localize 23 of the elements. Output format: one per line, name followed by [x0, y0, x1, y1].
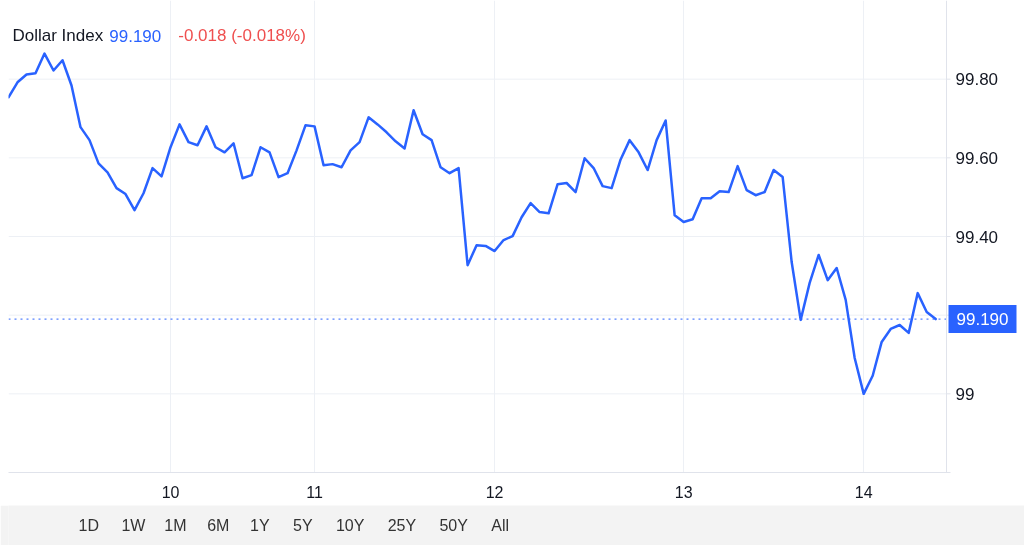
text: 5Y [292, 517, 313, 534]
ref-line-label: 99.190 [956, 310, 1009, 330]
y-tick-label: 99.60 [955, 148, 999, 168]
text: All [491, 517, 510, 534]
text: 1Y [250, 517, 270, 534]
x-tick-label: 13 [674, 483, 693, 501]
annotation: 99.190 [109, 26, 162, 46]
x-tick-label: 10 [161, 483, 180, 501]
y-tick-label: 99 [955, 384, 975, 404]
y-tick-label: 99.80 [955, 70, 999, 90]
x-tick-label: 11 [306, 483, 323, 501]
text: 1W [121, 517, 147, 534]
text: 1M [164, 517, 187, 534]
text: 25Y [387, 517, 417, 534]
text: 10Y [335, 517, 365, 534]
x-tick-label: 12 [485, 483, 504, 501]
text: 1D [78, 517, 99, 534]
text: Dollar Index [12, 26, 104, 45]
text: 6M [207, 517, 230, 534]
y-tick-label: 99.40 [955, 227, 999, 247]
annotation: -0.018 (-0.018%) [178, 26, 306, 45]
text: 50Y [439, 517, 469, 534]
x-tick-label: 14 [854, 483, 873, 501]
